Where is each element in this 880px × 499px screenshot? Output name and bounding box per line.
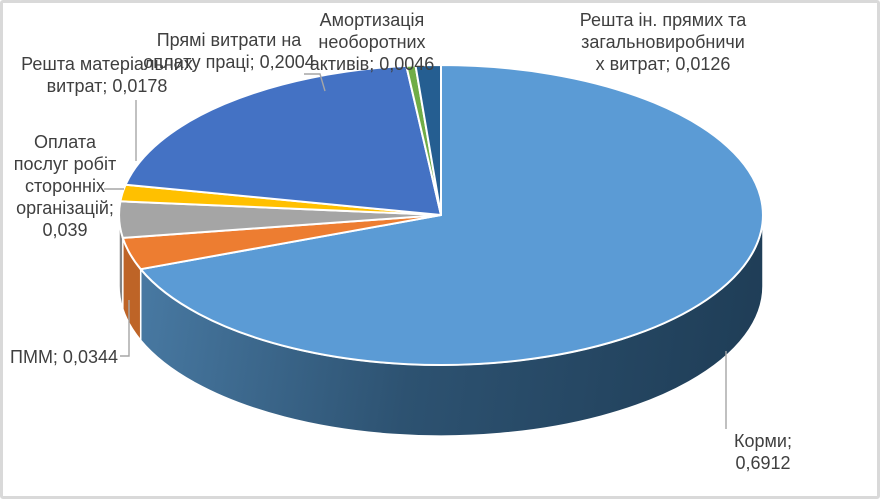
data-label-other-direct-costs: Решта ін. прямих та загальновиробничи х … xyxy=(579,10,747,74)
pie-slice-kormy xyxy=(139,64,764,366)
data-label-feed: Корми; 0,6912 xyxy=(734,431,792,473)
pie-slice-priami xyxy=(124,64,442,216)
data-label-amortization: Амортизація необоротних активів; 0,0046 xyxy=(309,10,435,74)
pie-slice-reshta_in xyxy=(414,64,442,216)
data-label-other-material-costs: Решта матеріальних витрат; 0,0178 xyxy=(21,54,193,96)
leader-line-priami xyxy=(304,73,326,92)
data-label-third-party-services: Оплата послуг робіт сторонніх організаці… xyxy=(13,132,117,240)
leader-line-pmm xyxy=(120,300,130,357)
data-label-fuel: ПММ; 0,0344 xyxy=(10,347,118,367)
pie-chart xyxy=(104,64,764,437)
data-label-direct-labor-costs: Прямі витрати на оплату праці; 0,2004 xyxy=(143,30,315,72)
